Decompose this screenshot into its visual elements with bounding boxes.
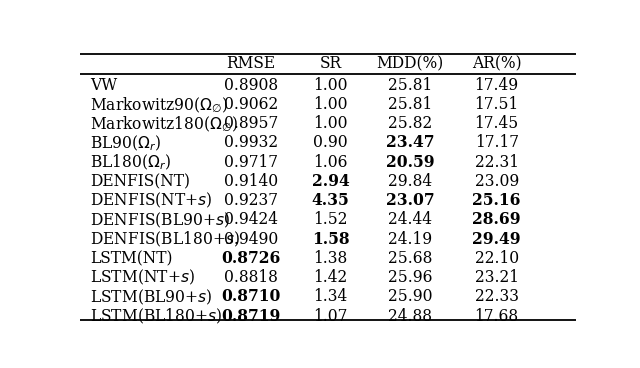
Text: 1.06: 1.06 (313, 154, 348, 171)
Text: LSTM(BL90+$s$): LSTM(BL90+$s$) (90, 287, 212, 307)
Text: 0.8908: 0.8908 (224, 77, 278, 94)
Text: 0.9140: 0.9140 (224, 173, 278, 190)
Text: LSTM(BL180+$s$): LSTM(BL180+$s$) (90, 307, 222, 326)
Text: Markowitz180($\Omega_{\varnothing}$): Markowitz180($\Omega_{\varnothing}$) (90, 114, 238, 133)
Text: 17.68: 17.68 (475, 308, 518, 325)
Text: Markowitz90($\Omega_{\varnothing}$): Markowitz90($\Omega_{\varnothing}$) (90, 95, 228, 114)
Text: 1.00: 1.00 (313, 77, 348, 94)
Text: DENFIS(BL180+$s$): DENFIS(BL180+$s$) (90, 230, 240, 249)
Text: 28.69: 28.69 (472, 212, 521, 229)
Text: 22.10: 22.10 (475, 250, 518, 267)
Text: AR(%): AR(%) (472, 56, 522, 72)
Text: RMSE: RMSE (227, 56, 276, 72)
Text: LSTM(NT): LSTM(NT) (90, 250, 172, 267)
Text: 25.81: 25.81 (388, 96, 432, 113)
Text: 0.90: 0.90 (313, 134, 348, 152)
Text: DENFIS(NT+$s$): DENFIS(NT+$s$) (90, 191, 212, 210)
Text: 1.52: 1.52 (313, 212, 348, 229)
Text: DENFIS(BL90+$s$): DENFIS(BL90+$s$) (90, 210, 230, 230)
Text: 0.8710: 0.8710 (221, 289, 281, 305)
Text: 20.59: 20.59 (385, 154, 434, 171)
Text: 17.51: 17.51 (474, 96, 519, 113)
Text: 1.07: 1.07 (314, 308, 348, 325)
Text: DENFIS(NT): DENFIS(NT) (90, 173, 190, 190)
Text: 17.45: 17.45 (474, 115, 519, 132)
Text: 0.8818: 0.8818 (224, 269, 278, 286)
Text: BL180($\Omega_{r}$): BL180($\Omega_{r}$) (90, 152, 171, 172)
Text: 1.00: 1.00 (313, 96, 348, 113)
Text: 1.58: 1.58 (312, 231, 349, 248)
Text: 0.9424: 0.9424 (224, 212, 278, 229)
Text: 0.9237: 0.9237 (224, 192, 278, 209)
Text: 1.34: 1.34 (314, 289, 348, 305)
Text: 22.31: 22.31 (475, 154, 518, 171)
Text: 22.33: 22.33 (475, 289, 518, 305)
Text: 25.68: 25.68 (388, 250, 432, 267)
Text: 23.47: 23.47 (385, 134, 434, 152)
Text: BL90($\Omega_{r}$): BL90($\Omega_{r}$) (90, 133, 161, 153)
Text: 1.42: 1.42 (314, 269, 348, 286)
Text: 25.90: 25.90 (388, 289, 432, 305)
Text: 29.84: 29.84 (388, 173, 432, 190)
Text: 23.09: 23.09 (474, 173, 519, 190)
Text: 25.82: 25.82 (388, 115, 432, 132)
Text: 0.8719: 0.8719 (221, 308, 281, 325)
Text: 4.35: 4.35 (312, 192, 349, 209)
Text: 17.17: 17.17 (475, 134, 518, 152)
Text: 0.9062: 0.9062 (224, 96, 278, 113)
Text: 17.49: 17.49 (475, 77, 518, 94)
Text: 0.9932: 0.9932 (224, 134, 278, 152)
Text: 25.81: 25.81 (388, 77, 432, 94)
Text: LSTM(NT+$s$): LSTM(NT+$s$) (90, 268, 195, 287)
Text: 24.44: 24.44 (388, 212, 432, 229)
Text: 23.07: 23.07 (385, 192, 434, 209)
Text: 25.96: 25.96 (388, 269, 432, 286)
Text: 0.8957: 0.8957 (224, 115, 278, 132)
Text: SR: SR (319, 56, 342, 72)
Text: 0.9490: 0.9490 (224, 231, 278, 248)
Text: MDD(%): MDD(%) (376, 56, 444, 72)
Text: VW: VW (90, 77, 117, 94)
Text: 24.88: 24.88 (388, 308, 432, 325)
Text: 1.38: 1.38 (314, 250, 348, 267)
Text: 0.8726: 0.8726 (221, 250, 281, 267)
Text: 0.9717: 0.9717 (224, 154, 278, 171)
Text: 24.19: 24.19 (388, 231, 432, 248)
Text: 1.00: 1.00 (313, 115, 348, 132)
Text: 29.49: 29.49 (472, 231, 521, 248)
Text: 25.16: 25.16 (472, 192, 521, 209)
Text: 23.21: 23.21 (475, 269, 518, 286)
Text: 2.94: 2.94 (312, 173, 349, 190)
